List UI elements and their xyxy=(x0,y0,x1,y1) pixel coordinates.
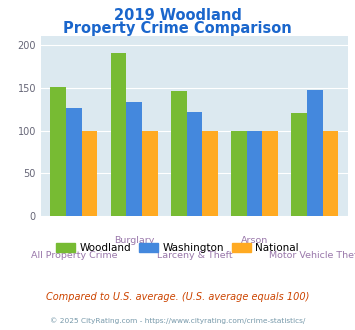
Bar xyxy=(262,130,278,216)
Text: Motor Vehicle Theft: Motor Vehicle Theft xyxy=(269,251,355,260)
Bar xyxy=(323,130,338,216)
Bar xyxy=(111,52,126,216)
Bar xyxy=(231,130,247,216)
Bar xyxy=(186,112,202,216)
Bar xyxy=(247,130,262,216)
Text: Compared to U.S. average. (U.S. average equals 100): Compared to U.S. average. (U.S. average … xyxy=(46,292,309,302)
Bar xyxy=(82,130,97,216)
Bar xyxy=(291,114,307,216)
Bar xyxy=(126,102,142,216)
Bar xyxy=(50,87,66,216)
Text: Arson: Arson xyxy=(241,236,268,245)
Text: © 2025 CityRating.com - https://www.cityrating.com/crime-statistics/: © 2025 CityRating.com - https://www.city… xyxy=(50,317,305,324)
Bar xyxy=(202,130,218,216)
Text: Property Crime Comparison: Property Crime Comparison xyxy=(63,21,292,36)
Text: Burglary: Burglary xyxy=(114,236,154,245)
Text: Larceny & Theft: Larceny & Theft xyxy=(157,251,232,260)
Text: 2019 Woodland: 2019 Woodland xyxy=(114,8,241,23)
Bar xyxy=(171,91,186,216)
Bar xyxy=(142,130,158,216)
Text: All Property Crime: All Property Crime xyxy=(31,251,117,260)
Bar xyxy=(307,90,323,216)
Bar xyxy=(66,108,82,216)
Legend: Woodland, Washington, National: Woodland, Washington, National xyxy=(52,239,303,257)
